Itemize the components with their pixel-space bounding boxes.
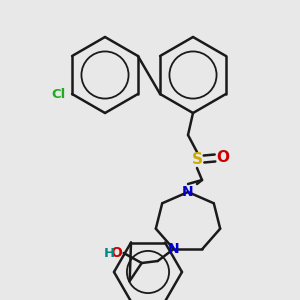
Text: O: O bbox=[217, 151, 230, 166]
Text: H: H bbox=[104, 247, 115, 260]
Text: N: N bbox=[168, 242, 179, 256]
Text: S: S bbox=[191, 152, 203, 167]
Text: N: N bbox=[182, 185, 194, 199]
Text: O: O bbox=[110, 246, 122, 260]
Text: Cl: Cl bbox=[52, 88, 66, 100]
